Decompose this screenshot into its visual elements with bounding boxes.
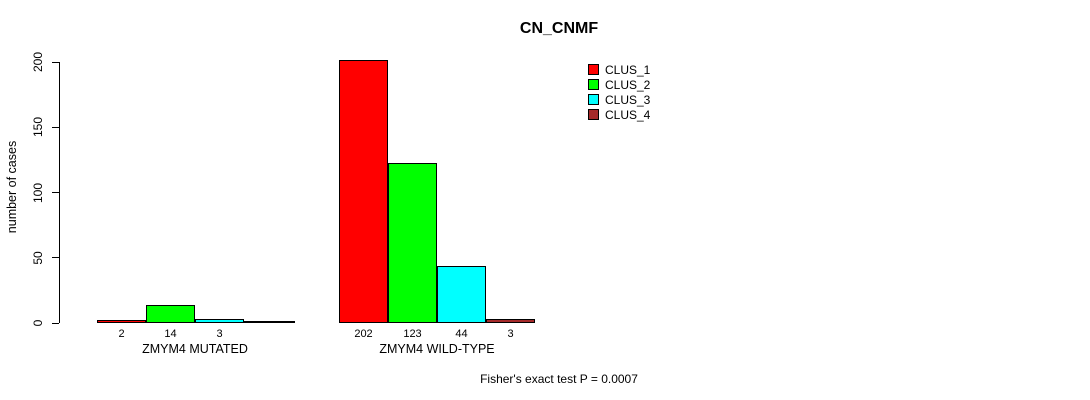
legend-row: CLUS_1: [588, 62, 650, 77]
legend-swatch-icon: [588, 94, 599, 105]
bar-value-label: 44: [455, 328, 468, 340]
y-tick-label: 100: [31, 182, 45, 203]
bar-value-label: 3: [507, 328, 514, 340]
zero-bar: [244, 321, 295, 323]
legend-row: CLUS_3: [588, 92, 650, 107]
y-tick-label: 0: [31, 319, 45, 327]
y-tick-mark: [52, 322, 59, 324]
y-tick-mark: [52, 126, 59, 128]
y-tick-label: 200: [31, 52, 45, 73]
bar: [146, 305, 195, 323]
group-label: ZMYM4 MUTATED: [142, 342, 248, 356]
bar: [388, 163, 437, 323]
y-axis-label: number of cases: [5, 140, 19, 234]
bar: [195, 319, 244, 323]
y-tick-mark: [52, 61, 59, 63]
bar: [97, 320, 146, 323]
annotation-text: Fisher's exact test P = 0.0007: [480, 372, 638, 386]
bar: [339, 60, 388, 323]
legend: CLUS_1 CLUS_2 CLUS_3 CLUS_4: [588, 62, 650, 122]
bar: [437, 266, 486, 323]
bar-value-label: 123: [403, 328, 422, 340]
y-tick-mark: [52, 257, 59, 259]
bar: [486, 319, 535, 323]
y-tick-label: 150: [31, 117, 45, 138]
legend-row: CLUS_2: [588, 77, 650, 92]
y-axis-line: [59, 62, 60, 323]
y-tick-mark: [52, 192, 59, 194]
legend-label: CLUS_1: [605, 62, 651, 77]
bar-value-label: 2: [118, 328, 125, 340]
legend-swatch-icon: [588, 79, 599, 90]
y-tick-label: 50: [31, 251, 45, 265]
legend-swatch-icon: [588, 64, 599, 75]
legend-label: CLUS_3: [605, 92, 651, 107]
bar-value-label: 202: [354, 328, 373, 340]
group-label: ZMYM4 WILD-TYPE: [379, 342, 495, 356]
legend-row: CLUS_4: [588, 107, 650, 122]
bar-value-label: 3: [216, 328, 223, 340]
legend-label: CLUS_4: [605, 107, 651, 122]
chart-title: CN_CNMF: [519, 20, 599, 37]
legend-label: CLUS_2: [605, 77, 651, 92]
legend-swatch-icon: [588, 109, 599, 120]
bar-value-label: 14: [164, 328, 177, 340]
